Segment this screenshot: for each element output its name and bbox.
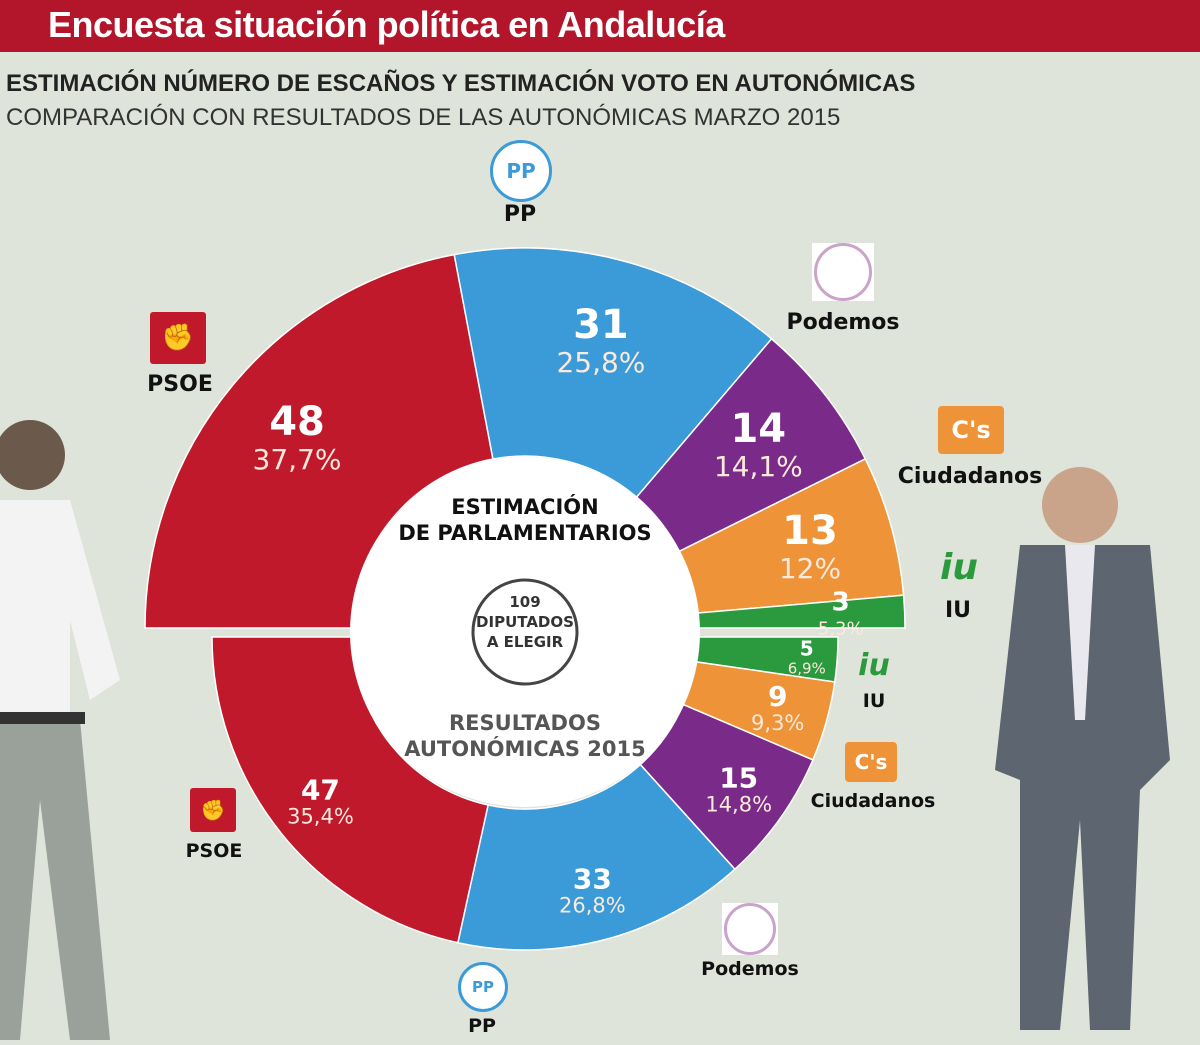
page-title: Encuesta situación política en Andalucía <box>48 4 725 45</box>
iu-logo-bottom-icon: iu <box>845 645 903 685</box>
seats-label-iu: 5 <box>800 636 814 660</box>
bottom-title-line1: RESULTADOS <box>449 711 601 735</box>
pp-logo-text: PP <box>506 159 536 183</box>
center-disc <box>350 457 700 807</box>
iu-logo-text: iu <box>940 547 978 588</box>
vote-pct-label-pp: 26,8% <box>559 894 626 918</box>
wedge-estimate-pp <box>453 247 773 499</box>
vote-pct-label-pp: 25,8% <box>556 346 645 379</box>
label-iu-bottom: IU <box>862 690 886 712</box>
seats-label-psoe: 48 <box>269 399 325 445</box>
subtitle: ESTIMACIÓN NÚMERO DE ESCAÑOS Y ESTIMACIÓ… <box>6 70 916 97</box>
cs-logo-text: C's <box>951 416 991 444</box>
iu-logo-icon: iu <box>928 545 990 590</box>
label-ciudadanos-top: Ciudadanos <box>897 464 1043 489</box>
total-number: 109 <box>509 593 541 611</box>
subtitle-comparison: COMPARACIÓN CON RESULTADOS DE LAS AUTONÓ… <box>6 104 841 131</box>
seats-label-iu: 3 <box>832 587 850 617</box>
vote-pct-label-psoe: 37,7% <box>253 443 342 476</box>
cs-logo-bottom-icon: C's <box>845 742 897 782</box>
total-line3: A ELEGIR <box>486 633 564 651</box>
vote-pct-label-ciudadanos: 9,3% <box>751 711 804 735</box>
label-podemos-top: Podemos <box>786 310 900 335</box>
vote-pct-label-podemos: 14,1% <box>714 450 803 483</box>
psoe-logo-bottom-icon: ✊ <box>190 788 236 832</box>
seats-label-podemos: 14 <box>730 406 786 452</box>
label-pp-bottom: PP <box>468 1015 496 1037</box>
top-title-line2: DE PARLAMENTARIOS <box>398 521 652 545</box>
total-seats: 109 DIPUTADOS A ELEGIR <box>475 592 575 652</box>
total-line2: DIPUTADOS <box>476 613 574 631</box>
left-person-photo <box>0 420 120 1040</box>
podemos-logo-bottom-icon <box>722 903 778 955</box>
seats-label-psoe: 47 <box>301 774 340 807</box>
label-pp-top: PP <box>503 202 537 227</box>
seats-label-podemos: 15 <box>719 761 758 794</box>
vote-pct-label-iu: 6,9% <box>788 659 826 677</box>
wedge-2015-psoe <box>211 636 490 944</box>
bottom-title-line2: AUTONÓMICAS 2015 <box>404 737 646 761</box>
pp-logo-bottom-text: PP <box>472 978 494 996</box>
pp-logo-bottom-icon: PP <box>458 962 508 1012</box>
psoe-logo-icon: ✊ <box>150 312 206 364</box>
label-psoe-top: PSOE <box>147 372 213 397</box>
vote-pct-label-psoe: 35,4% <box>287 805 354 829</box>
label-podemos-bottom: Podemos <box>701 958 799 980</box>
right-person-photo <box>995 467 1170 1030</box>
label-psoe-bottom: PSOE <box>185 840 243 862</box>
bottom-chart-title: RESULTADOS AUTONÓMICAS 2015 <box>350 710 700 762</box>
pp-logo-icon: PP <box>490 140 552 202</box>
cs-logo-icon: C's <box>938 406 1004 454</box>
cs-logo-bottom-text: C's <box>854 750 888 774</box>
top-chart-title: ESTIMACIÓN DE PARLAMENTARIOS <box>350 494 700 546</box>
vote-pct-label-ciudadanos: 12% <box>779 552 841 585</box>
label-ciudadanos-bottom: Ciudadanos <box>810 790 936 812</box>
seats-label-ciudadanos: 13 <box>782 508 838 554</box>
title-bar: Encuesta situación política en Andalucía <box>0 0 1200 52</box>
center-ring <box>471 578 579 686</box>
seats-label-pp: 33 <box>573 863 612 896</box>
podemos-logo-icon <box>812 243 874 301</box>
vote-pct-label-iu: 5,3% <box>818 618 864 639</box>
vote-pct-label-podemos: 14,8% <box>705 792 772 816</box>
top-title-line1: ESTIMACIÓN <box>451 495 599 519</box>
iu-logo-bottom-text: iu <box>858 647 890 683</box>
seats-label-pp: 31 <box>573 302 629 348</box>
seats-label-ciudadanos: 9 <box>768 680 787 713</box>
wedge-2015-pp <box>456 763 736 951</box>
label-iu-top: IU <box>944 598 972 623</box>
